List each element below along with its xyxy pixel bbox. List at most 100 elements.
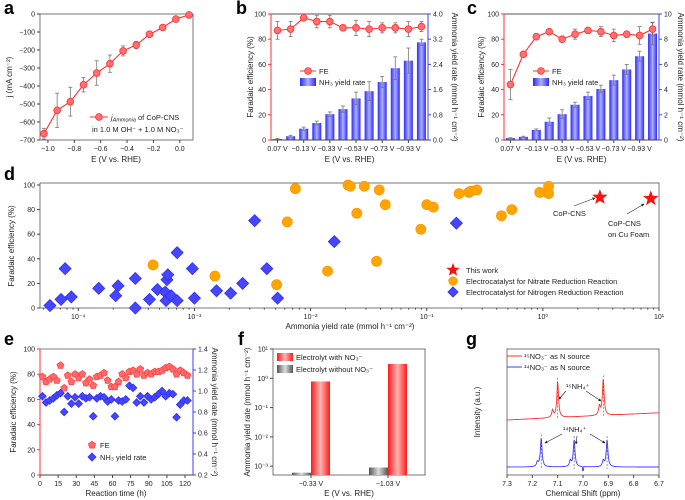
data-point-circle (415, 223, 427, 235)
x-tick-label: −1.03 V (376, 481, 401, 488)
annotation-cop-cns-cu-foam: CoP-CNS (608, 219, 641, 228)
y2-tick-label: 3.2 (433, 37, 443, 44)
legend-label: ¹⁵NO₃⁻ as N source (524, 352, 590, 361)
annotation-arrow (558, 390, 567, 400)
y-axis-label: Ammonia yield rate (mmol h⁻¹ cm⁻²) (243, 347, 252, 476)
yield-bar (557, 114, 567, 140)
x-tick-label: 0.07 V (500, 146, 521, 153)
data-point-diamond (236, 276, 250, 290)
yield-point (132, 398, 142, 407)
data-point (106, 59, 114, 68)
annotation-arrow (574, 435, 578, 445)
yield-point (63, 391, 73, 401)
legend-marker (446, 262, 460, 276)
y-tick-label: 10⁻¹ (254, 405, 268, 412)
yield-bar (518, 136, 528, 140)
fe-point (532, 32, 541, 41)
data-point (40, 129, 48, 138)
y2-tick-label: 0 (664, 138, 668, 145)
fe-point (67, 377, 76, 386)
fe-point (648, 25, 657, 33)
legend-marker (537, 67, 545, 75)
x-tick-label: 90 (145, 481, 153, 488)
data-point-circle (289, 183, 301, 195)
x-tick-label: 10⁻² (304, 314, 318, 321)
y2-axis-label: Ammonia yield rate (mmol h⁻¹ cm⁻²) (450, 13, 459, 142)
yield-bar (312, 122, 322, 140)
y-axis-label: Faradaic efficiency (%) (7, 205, 16, 287)
fe-point (312, 17, 321, 26)
fe-point (103, 376, 112, 384)
fe-point (38, 372, 47, 381)
yield-point (106, 395, 116, 404)
data-point-circle (344, 180, 356, 192)
y2-tick-label: 2 (664, 112, 668, 119)
data-point-diamond (111, 279, 125, 293)
data-point-diamond (92, 281, 106, 295)
data-point (185, 11, 193, 19)
bar-with-nitrate (311, 381, 330, 475)
data-point-circle (351, 207, 363, 219)
legend-marker (87, 440, 97, 449)
fe-point (378, 24, 387, 32)
legend-label: This work (466, 266, 498, 275)
x-tick-label: 120 (179, 481, 191, 488)
data-point-diamond (54, 292, 68, 306)
yield-bar (596, 88, 606, 140)
yield-bar (351, 98, 361, 140)
y2-tick-label: 0.8 (198, 410, 208, 417)
legend-label: ¹⁴NO₃⁻ as N source (524, 363, 590, 372)
legend-label: NH₃ yield rate (319, 78, 365, 87)
y-tick-label: 10⁻² (254, 434, 268, 441)
data-point-circle (471, 184, 483, 196)
legend-marker (87, 452, 97, 462)
yield-point (56, 388, 65, 398)
yield-point (168, 389, 178, 399)
y-tick-label: 100 (487, 12, 499, 19)
data-point-diamond (43, 298, 57, 313)
legend-label: jAmmonia of CoP-CNS (110, 113, 179, 124)
panel-letter: f (238, 329, 245, 349)
fe-point (506, 80, 515, 89)
y-tick-label: −700 (19, 138, 35, 145)
x-tick-label: 7.1 (553, 481, 563, 488)
data-point-circle (496, 210, 507, 222)
legend-label: FE (319, 67, 329, 76)
data-point-circle (322, 265, 333, 277)
x-tick-label: 6.9 (603, 481, 613, 488)
x-tick-label: −0.33 V (550, 146, 575, 153)
yield-bar (416, 42, 426, 140)
y-tick-label: −200 (19, 48, 35, 55)
x-tick-label: −0.73 V (602, 146, 627, 153)
data-point-diamond (271, 291, 285, 305)
y-axis-label: Faradaic efficiency (%) (9, 371, 18, 453)
yield-bar (377, 82, 387, 140)
y-axis-label: j (mA cm⁻²) (5, 56, 14, 98)
panel-letter: g (466, 329, 477, 349)
x-axis-label: Reaction time (h) (86, 489, 147, 498)
legend-swatch (277, 365, 293, 373)
data-point-circle (373, 184, 385, 196)
data-point (158, 23, 167, 32)
data-point-circle (543, 188, 554, 200)
y-tick-label: 0 (31, 473, 35, 480)
data-point (66, 97, 75, 106)
x-axis-label: E (V vs. RHE) (325, 155, 375, 164)
data-point-diamond (109, 289, 123, 303)
x-tick-label: −0.53 V (344, 146, 369, 153)
fe-point (622, 30, 631, 38)
legend-swatch (533, 78, 549, 86)
yield-point (67, 399, 76, 408)
fe-point (635, 31, 644, 40)
fe-point (60, 383, 69, 392)
y-tick-label: 10⁻³ (254, 464, 268, 471)
data-point-diamond (64, 290, 78, 304)
y-tick-label: 80 (491, 37, 499, 44)
legend-label: NH₃ yield rate (552, 78, 598, 87)
yield-bar (403, 60, 413, 141)
y-tick-label: 60 (27, 397, 35, 404)
annotation-cop-cns: CoP-CNS (553, 209, 586, 218)
y-tick-label: 20 (258, 112, 266, 119)
fe-line (277, 17, 422, 31)
data-point-circle (281, 216, 293, 228)
